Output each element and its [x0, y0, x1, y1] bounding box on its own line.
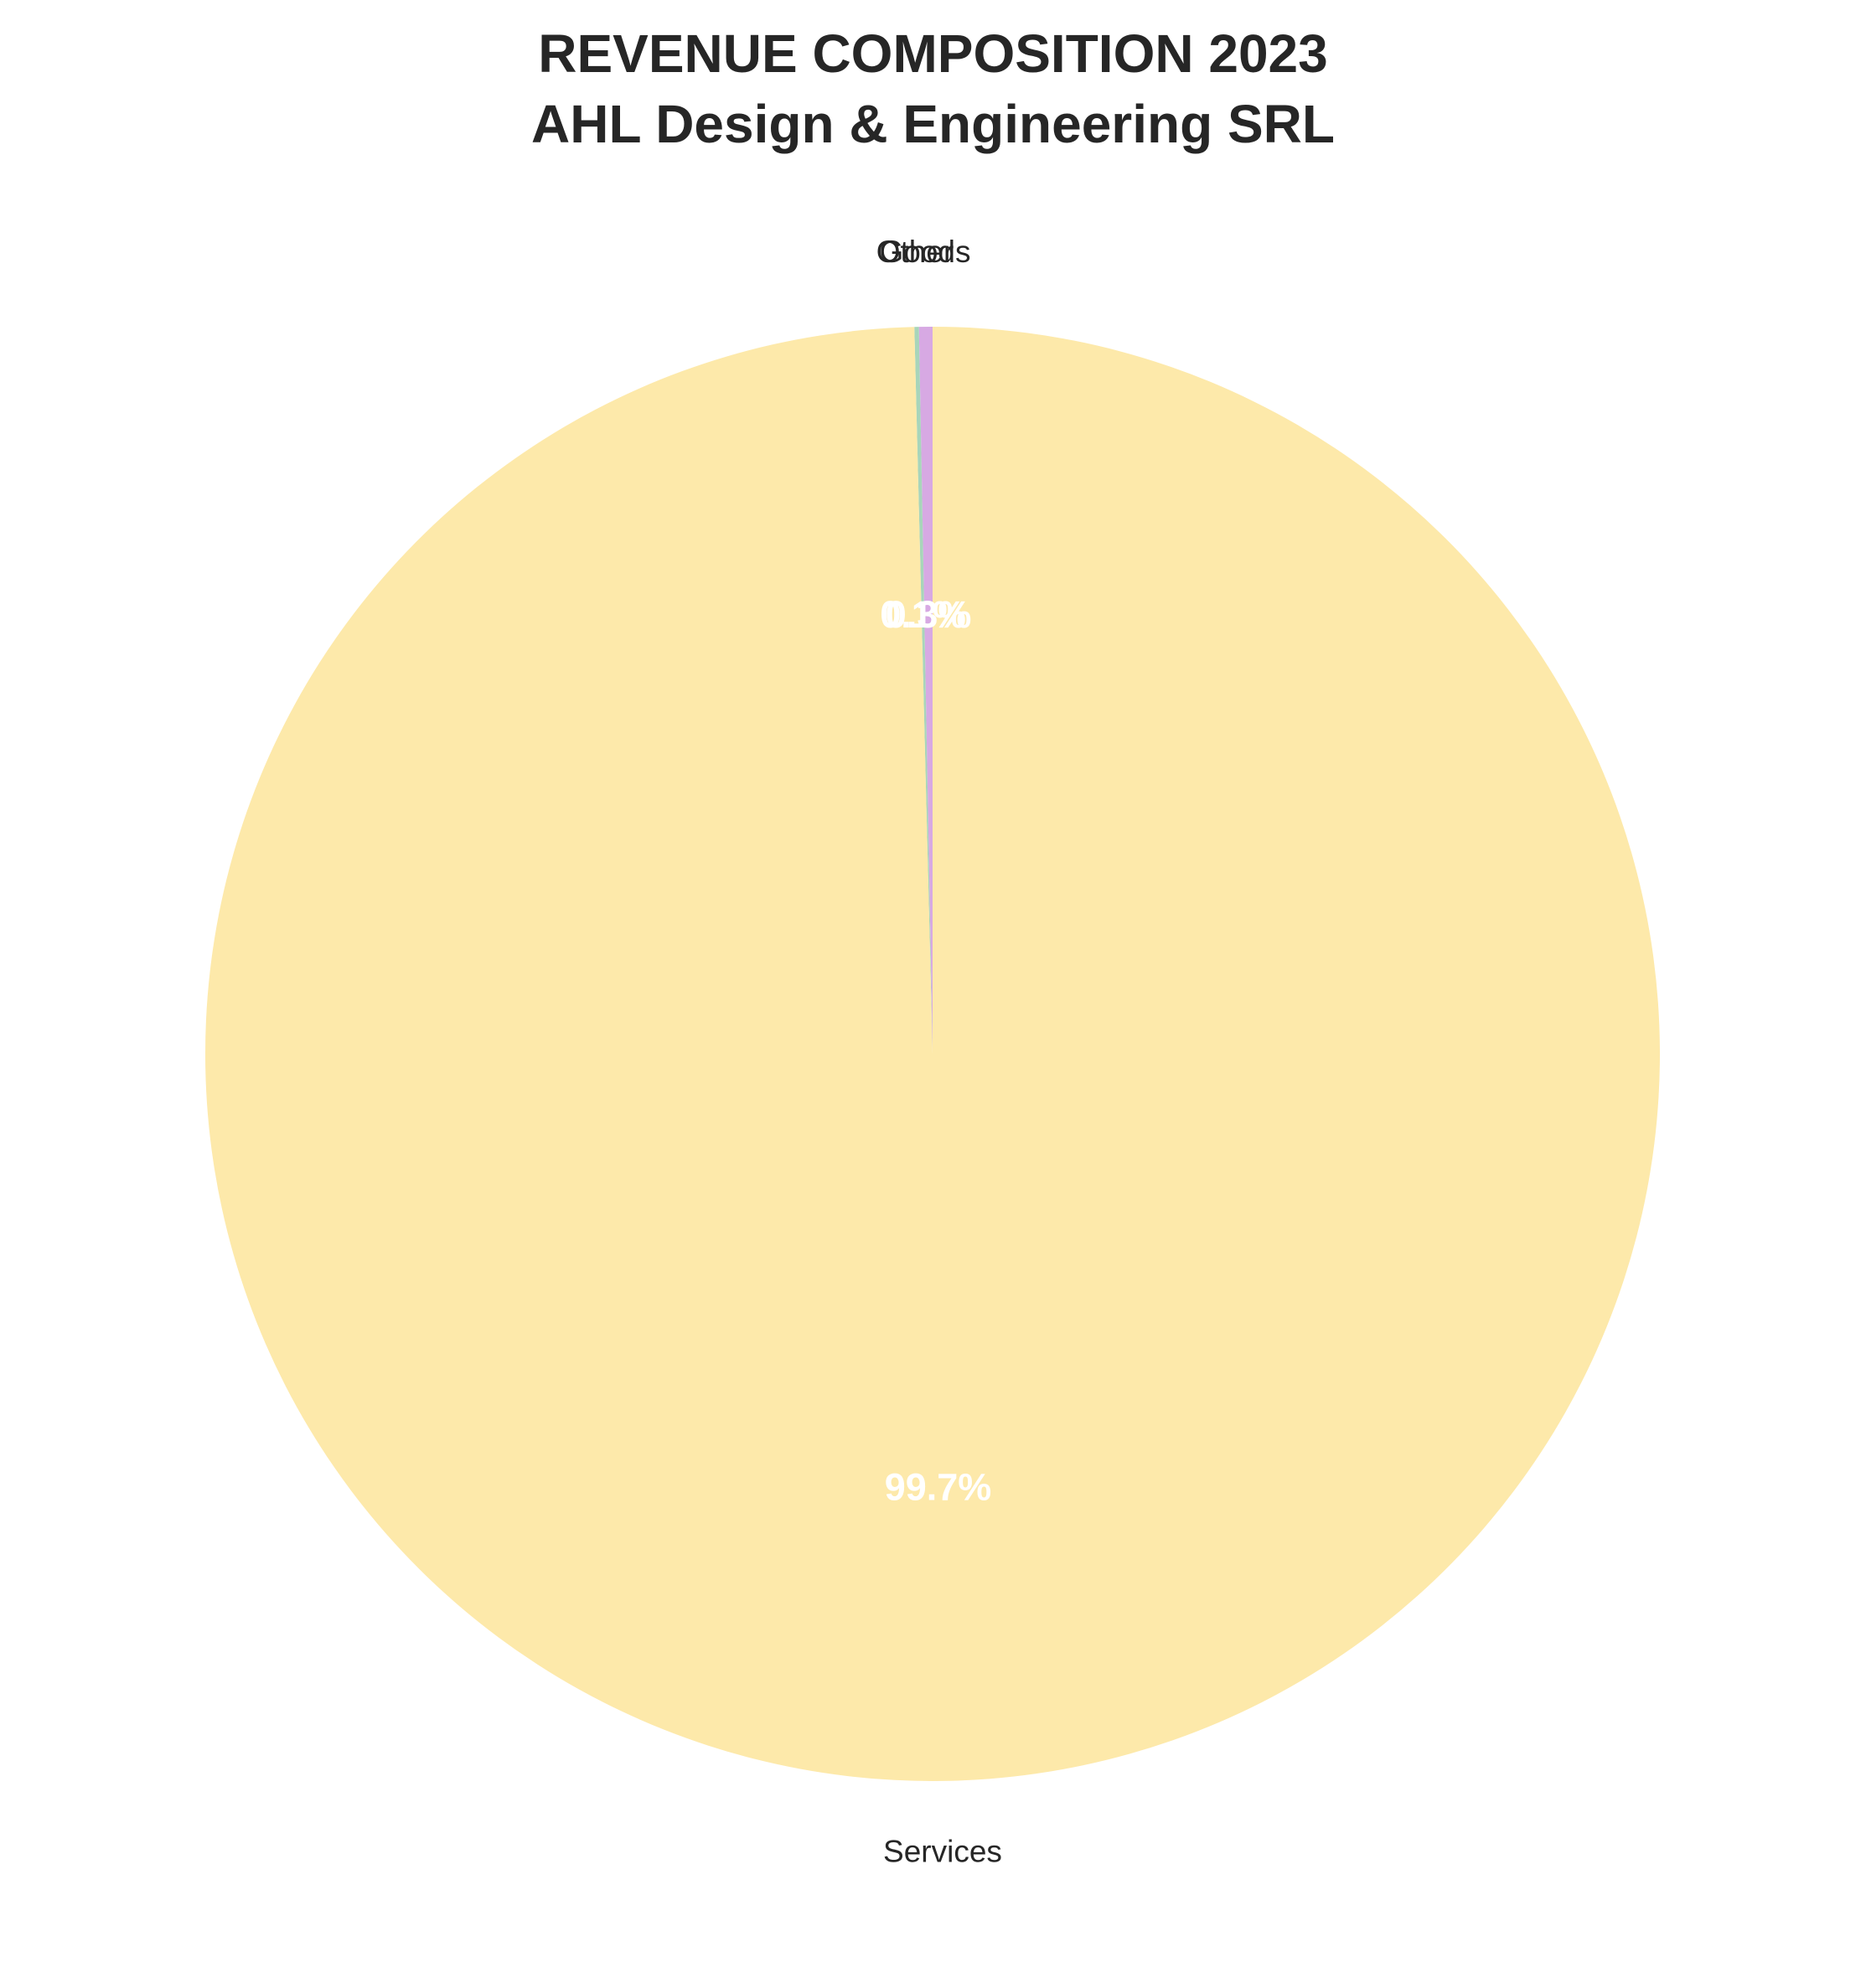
pie-slices: [205, 327, 1661, 1781]
slice-label-services: Services: [883, 1835, 1002, 1869]
chart-title-line1: REVENUE COMPOSITION 2023: [538, 23, 1328, 84]
slice-percent-services: 99.7%: [885, 1466, 992, 1509]
pie-slice-services: [205, 327, 1661, 1781]
pie-slice-goods: [918, 327, 933, 1054]
slice-label-goods: Goods: [880, 235, 971, 269]
slice-label-other: Other: [876, 235, 954, 269]
slice-percent-goods: 0.3%: [886, 593, 972, 636]
pie-slice-other: [914, 327, 933, 1054]
chart-title: REVENUE COMPOSITION 2023 AHL Design & En…: [0, 18, 1866, 159]
chart-subtitle: AHL Design & Engineering SRL: [531, 94, 1335, 154]
slice-percent-other: 0.1%: [880, 593, 966, 636]
pie-labels: Goods 0.3% Other 0.1% Services 99.7%: [876, 235, 1002, 1868]
